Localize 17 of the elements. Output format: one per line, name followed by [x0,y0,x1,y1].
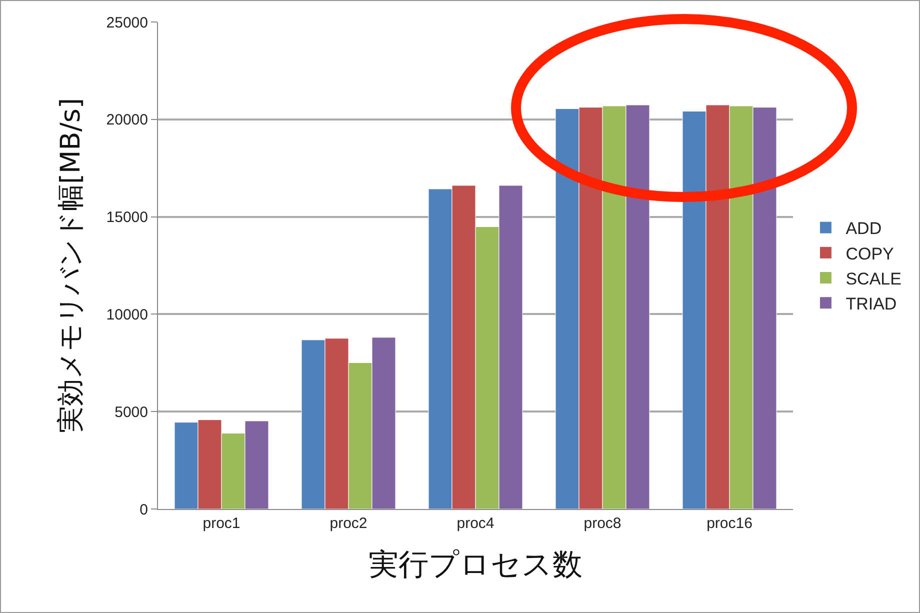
x-tick-label: proc4 [456,515,494,532]
y-tick-label: 20000 [106,112,148,129]
legend-label: ADD [846,219,882,238]
y-axis-title: 実効メモリバンド幅[MB/s] [55,98,86,434]
x-tick-label: proc8 [584,515,622,532]
y-tick-label: 10000 [106,306,148,324]
legend-label: TRIAD [846,294,897,314]
legend-label: SCALE [846,269,902,288]
x-axis-title: 実行プロセス数 [368,548,582,582]
y-tick-label: 25000 [106,14,148,32]
legend-label: COPY [846,244,894,264]
x-tick-label: proc1 [202,515,240,532]
y-tick-label: 0 [140,501,148,518]
x-tick-label: proc2 [330,515,368,532]
y-tick-label: 5000 [114,404,148,421]
y-tick-label: 15000 [106,209,148,226]
x-tick-label: proc16 [706,515,752,532]
